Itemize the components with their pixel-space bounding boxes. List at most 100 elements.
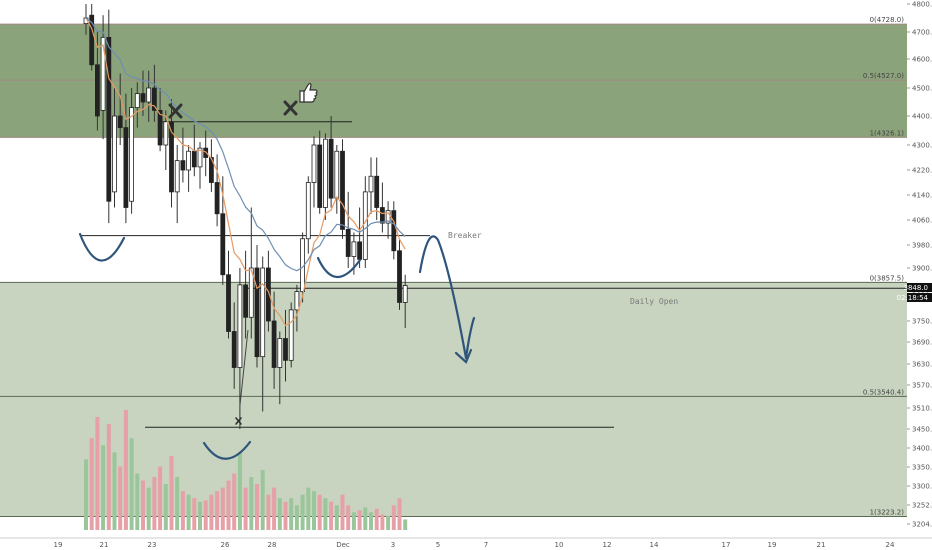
- volume-bar: [317, 494, 322, 530]
- candle: [134, 82, 140, 128]
- price-axis[interactable]: [907, 0, 932, 538]
- candle: [106, 9, 112, 224]
- price-tick-label: 4060.0: [912, 217, 932, 225]
- countdown-badge-value: 02:18:54: [897, 294, 929, 302]
- time-tick-label: 26: [221, 541, 230, 549]
- candle-body: [265, 267, 271, 322]
- candle: [174, 145, 180, 224]
- fib-level-labels: 0(4728.0) 0.5(4527.0) 1(4326.1) 0(3857.5) 0.…: [863, 16, 904, 516]
- candle-body: [237, 284, 243, 368]
- time-tick-label: 17: [722, 541, 731, 549]
- price-tick-label: 3400.0: [912, 445, 932, 453]
- x-mark-left: [168, 103, 183, 119]
- candle-body: [231, 331, 237, 368]
- volume-bar: [334, 505, 339, 530]
- time-tick-label: Dec: [336, 541, 350, 549]
- candle-body: [129, 107, 135, 202]
- fib-zones: [0, 23, 907, 518]
- candle-body: [248, 267, 254, 318]
- candle: [305, 176, 311, 254]
- volume-bar: [118, 466, 123, 530]
- candle-body: [397, 250, 402, 303]
- candle: [186, 145, 192, 192]
- volume-bar: [243, 487, 248, 530]
- breaker-label: Breaker: [448, 231, 482, 240]
- time-tick-label: 7: [484, 541, 488, 549]
- volume-bar: [329, 501, 334, 530]
- candle-body: [311, 144, 317, 183]
- candle: [129, 88, 135, 214]
- volume-bar: [169, 455, 174, 530]
- volume-bar: [272, 487, 277, 530]
- price-tick-label: 4140.0: [912, 192, 932, 200]
- price-badge-value: 3848.0: [904, 284, 929, 292]
- volume-bar: [95, 417, 100, 530]
- candle: [163, 110, 169, 170]
- price-tick-label: 3350.0: [912, 464, 932, 472]
- time-tick-label: 3: [391, 541, 395, 549]
- candle-body: [317, 144, 323, 208]
- volume-bar: [192, 498, 197, 530]
- candlesticks: [83, 4, 408, 429]
- candle-body: [157, 110, 163, 146]
- volume-bar: [312, 491, 316, 530]
- volume-bar: [220, 487, 225, 530]
- fib-label-4: 0.5(3540.4): [863, 388, 904, 396]
- candle: [322, 133, 328, 220]
- countdown-badge-bg: [907, 293, 932, 302]
- candle: [374, 157, 380, 220]
- left-cup-drawing: [78, 232, 126, 262]
- volume-bar: [89, 438, 94, 530]
- volume-bar: [249, 477, 254, 530]
- thumbs-up-icon: [299, 82, 318, 103]
- horizontal-levels: [80, 121, 907, 428]
- candle-body: [123, 127, 129, 208]
- volume-bar: [163, 484, 168, 530]
- candle-body: [140, 93, 146, 103]
- candle-body: [345, 228, 351, 257]
- candle: [231, 302, 237, 389]
- volume-bar: [175, 477, 180, 530]
- volume-bar: [306, 487, 311, 530]
- time-tick-label: 14: [650, 541, 659, 549]
- candle-body: [374, 175, 380, 208]
- volume-bar: [129, 438, 134, 530]
- volume-bar: [237, 452, 242, 530]
- volume-bar: [289, 498, 294, 530]
- volume-bar: [397, 498, 402, 530]
- candle-body: [117, 115, 123, 128]
- time-axis[interactable]: [0, 538, 932, 550]
- bottom-cup-drawing: [202, 440, 252, 460]
- time-axis-ticks: 19 21 23 26 28 Dec 3 5 7 10 12 14 17 19 21 24: [54, 541, 895, 549]
- candle-body: [260, 267, 266, 358]
- candle: [180, 127, 186, 183]
- volume-bar: [152, 477, 157, 530]
- candle: [391, 201, 397, 260]
- candle: [248, 207, 254, 339]
- price-tick-label: 4700.0: [912, 29, 932, 37]
- candle-body: [362, 191, 368, 260]
- candle-body: [271, 320, 277, 368]
- daily-open-label: Daily Open: [630, 297, 678, 306]
- price-tick-label: 3300.0: [912, 483, 932, 491]
- volume-bar: [226, 480, 231, 530]
- volume-bar: [283, 501, 288, 530]
- projection-arrowhead: [454, 348, 473, 364]
- x-mark-right: [283, 100, 298, 116]
- candle-body: [180, 160, 186, 171]
- volume-bar: [209, 494, 214, 530]
- volume-bar: [351, 512, 356, 530]
- volume-bar: [158, 466, 163, 530]
- candle-body: [368, 175, 374, 193]
- candle-body: [169, 121, 174, 193]
- candle-body: [351, 241, 357, 257]
- candle: [340, 139, 345, 239]
- volume-bar: [123, 410, 128, 530]
- volume-bar: [266, 494, 271, 530]
- candle-body: [134, 93, 140, 108]
- candle: [277, 331, 283, 405]
- candle-body: [220, 213, 226, 276]
- price-tick-label: 3510.0: [912, 405, 932, 413]
- candle: [208, 139, 214, 192]
